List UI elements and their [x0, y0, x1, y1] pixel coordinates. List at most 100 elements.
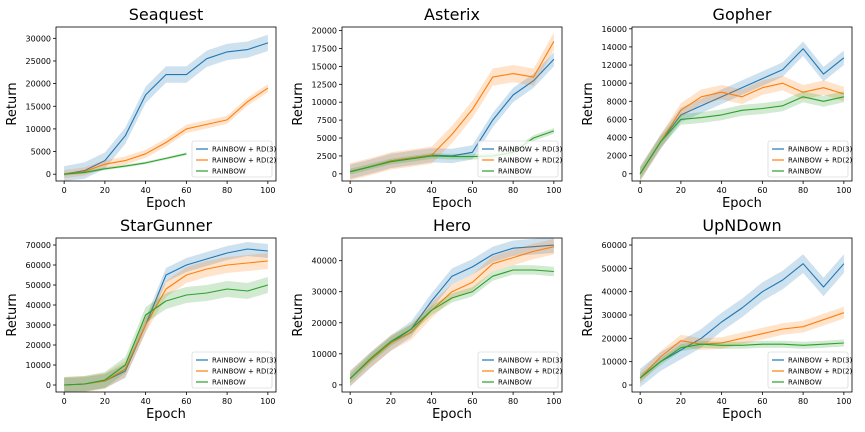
chart-stargunner: StarGunner 0 20 40 60 80 100 0 10000 20000 30000 40… — [5, 216, 277, 422]
legend: RAINBOW + RD(3) RAINBOW + RD(2) RAINBOW — [767, 351, 853, 389]
y-tick-label: 8000 — [607, 97, 627, 106]
legend-box — [767, 351, 849, 389]
y-tick-label: 0 — [46, 170, 51, 179]
legend-label-rainbow-rd-3: RAINBOW + RD(3) — [788, 357, 853, 365]
series-band-rainbow — [640, 91, 844, 180]
y-tick-label: 30000 — [26, 34, 51, 43]
x-tick-label: 100 — [260, 397, 275, 406]
x-tick-label: 60 — [467, 186, 477, 195]
series-band-rainbow-rd-2 — [350, 32, 554, 181]
series-line-rainbow-rd-2 — [64, 260, 268, 386]
y-tick-label: 10000 — [312, 98, 337, 107]
chart-seaquest: Seaquest 0 20 40 60 80 100 0 5000 10000 15000 20000… — [5, 5, 277, 211]
legend-label-rainbow-rd-2: RAINBOW + RD(2) — [498, 368, 563, 376]
legend-box — [477, 140, 559, 178]
x-tick-label: 40 — [717, 186, 727, 195]
y-axis-label: Return — [291, 293, 306, 336]
y-tick-label: 0 — [46, 381, 51, 390]
y-axis-label: Return — [581, 82, 596, 125]
series-line-rainbow-rd-2 — [639, 312, 845, 379]
legend-label-rainbow-rd-2: RAINBOW + RD(2) — [212, 157, 277, 165]
series-band-rainbow — [64, 152, 187, 176]
x-tick-label: 60 — [181, 186, 191, 195]
legend-label-rainbow: RAINBOW — [788, 168, 822, 176]
legend-label-rainbow-rd-3: RAINBOW + RD(3) — [788, 146, 853, 154]
plot-frame — [55, 237, 277, 393]
y-tick-label: 50000 — [602, 264, 627, 273]
series-line-rainbow-rd-2 — [349, 246, 555, 380]
x-axis-label: Epoch — [432, 196, 472, 211]
y-tick-label: 20000 — [26, 341, 51, 350]
x-tick-label: 0 — [638, 397, 643, 406]
legend-label-rainbow: RAINBOW — [788, 379, 822, 387]
legend: RAINBOW + RD(3) RAINBOW + RD(2) RAINBOW — [767, 140, 853, 178]
x-axis-label: Epoch — [722, 407, 762, 422]
x-axis-label: Epoch — [722, 196, 762, 211]
x-tick-label: 100 — [836, 186, 851, 195]
x-tick-label: 0 — [62, 397, 67, 406]
x-tick-label: 100 — [546, 397, 561, 406]
x-tick-label: 80 — [798, 397, 808, 406]
y-tick-label: 70000 — [26, 241, 51, 250]
x-axis-label: Epoch — [146, 407, 186, 422]
series-line-rainbow-rd-2 — [639, 82, 845, 175]
series-band-rainbow — [64, 277, 268, 392]
legend-label-rainbow-rd-2: RAINBOW + RD(2) — [788, 368, 853, 376]
series-line-rainbow — [64, 284, 269, 386]
y-tick-label: 16000 — [602, 25, 627, 34]
chart-upndown: UpNDown 0 20 40 60 80 100 0 10000 20000 30000 40000… — [581, 216, 853, 422]
x-tick-label: 80 — [222, 397, 232, 406]
y-axis-label: Return — [581, 293, 596, 336]
x-tick-label: 20 — [386, 186, 396, 195]
x-tick-label: 80 — [508, 186, 518, 195]
y-tick-label: 50000 — [26, 281, 51, 290]
y-tick-label: 10000 — [602, 79, 627, 88]
x-axis-label: Epoch — [146, 196, 186, 211]
x-tick-label: 60 — [757, 186, 767, 195]
legend-label-rainbow: RAINBOW — [212, 379, 246, 387]
legend: RAINBOW + RD(3) RAINBOW + RD(2) RAINBOW — [477, 140, 563, 178]
legend: RAINBOW + RD(3) RAINBOW + RD(2) RAINBOW — [191, 351, 277, 389]
series-band-rainbow-rd-3 — [64, 242, 268, 392]
series-band-rainbow-rd-2 — [64, 84, 268, 179]
series-band-rainbow-rd-3 — [350, 237, 554, 387]
x-tick-label: 40 — [141, 186, 151, 195]
y-tick-label: 40000 — [602, 288, 627, 297]
y-tick-label: 17500 — [312, 44, 337, 53]
series-line-rainbow-rd-3 — [639, 48, 845, 175]
series-line-rainbow — [349, 269, 554, 379]
legend-box — [477, 351, 559, 389]
series-band-rainbow-rd-2 — [350, 238, 554, 387]
chart-title: Asterix — [424, 5, 480, 24]
legend-box — [767, 140, 849, 178]
plot-frame — [341, 26, 563, 182]
legend: RAINBOW + RD(3) RAINBOW + RD(2) RAINBOW — [477, 351, 563, 389]
x-tick-label: 60 — [181, 397, 191, 406]
legend-label-rainbow: RAINBOW — [498, 168, 532, 176]
chart-title: StarGunner — [120, 216, 212, 235]
x-tick-label: 20 — [676, 186, 686, 195]
y-tick-label: 6000 — [607, 115, 627, 124]
y-tick-label: 12000 — [602, 61, 627, 70]
x-tick-label: 0 — [62, 186, 67, 195]
y-tick-label: 15000 — [26, 102, 51, 111]
series-band-rainbow-rd-2 — [640, 306, 844, 384]
legend-label-rainbow-rd-2: RAINBOW + RD(2) — [212, 368, 277, 376]
y-tick-label: 40000 — [312, 257, 337, 266]
x-tick-label: 40 — [427, 397, 437, 406]
legend-box — [191, 140, 273, 178]
legend-label-rainbow-rd-2: RAINBOW + RD(2) — [788, 157, 853, 165]
chart-title: UpNDown — [702, 216, 781, 235]
y-tick-label: 10000 — [602, 358, 627, 367]
legend-label-rainbow-rd-3: RAINBOW + RD(3) — [212, 357, 277, 365]
x-tick-label: 60 — [467, 397, 477, 406]
legend-label-rainbow: RAINBOW — [498, 379, 532, 387]
x-tick-label: 0 — [348, 186, 353, 195]
y-tick-label: 0 — [332, 381, 337, 390]
y-axis-label: Return — [291, 82, 306, 125]
y-tick-label: 30000 — [602, 311, 627, 320]
y-tick-label: 10000 — [312, 350, 337, 359]
legend-label-rainbow-rd-2: RAINBOW + RD(2) — [498, 157, 563, 165]
series-band-rainbow-rd-2 — [640, 75, 844, 181]
